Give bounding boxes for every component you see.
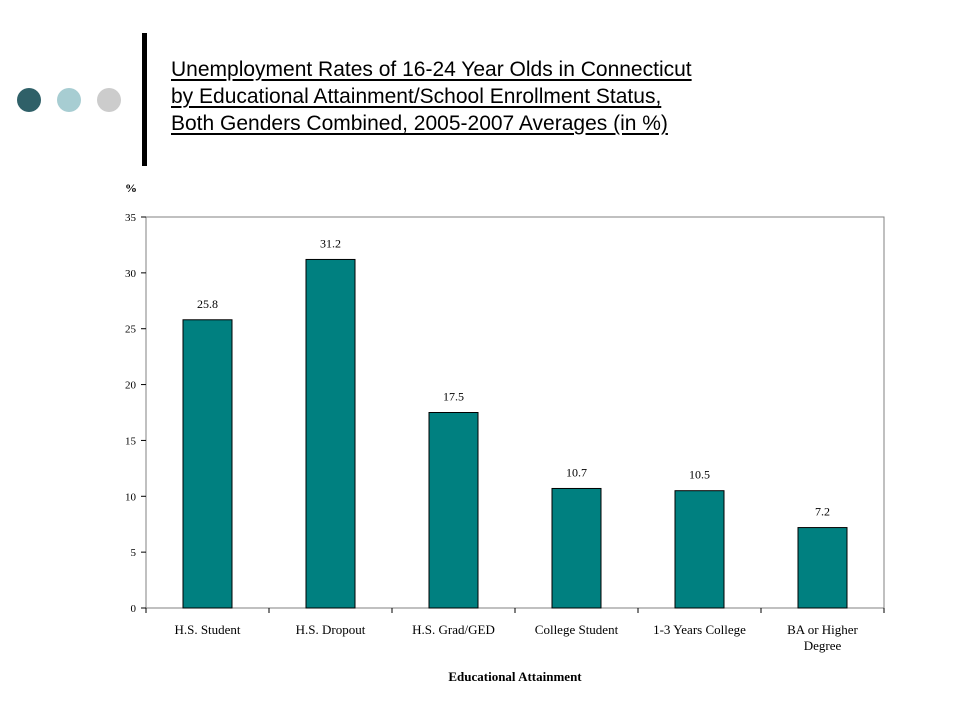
decor-dot-dark: [17, 88, 41, 112]
x-category-label: 1-3 Years College: [653, 622, 746, 637]
x-category-label: H.S. Dropout: [296, 622, 366, 637]
y-tick-label: 5: [131, 547, 137, 559]
y-tick-label: 20: [125, 380, 137, 392]
slide-title: Unemployment Rates of 16-24 Year Olds in…: [171, 56, 931, 137]
title-line-2: by Educational Attainment/School Enrollm…: [171, 85, 662, 108]
bar: [797, 527, 848, 609]
bar-value-label: 25.8: [197, 297, 218, 311]
bar: [428, 412, 479, 609]
bar-value-label: 10.5: [689, 468, 710, 482]
title-accent-bar: [142, 33, 147, 166]
bar: [674, 490, 725, 609]
y-tick-label: 30: [125, 268, 137, 280]
bar: [551, 487, 602, 609]
title-line-1: Unemployment Rates of 16-24 Year Olds in…: [171, 58, 692, 81]
bar-value-label: 7.2: [815, 505, 830, 519]
y-tick-label: 0: [131, 603, 137, 615]
y-tick-label: 10: [125, 491, 137, 503]
bar-value-label: 31.2: [320, 236, 341, 250]
x-category-label: H.S. Student: [174, 622, 240, 637]
x-axis-label: Educational Attainment: [448, 669, 582, 684]
bar-value-label: 17.5: [443, 390, 464, 404]
y-tick-label: 25: [125, 324, 137, 336]
y-tick-label: 35: [125, 212, 137, 224]
decor-dot-gray: [97, 88, 121, 112]
x-category-label: College Student: [535, 622, 619, 637]
x-category-label: H.S. Grad/GED: [412, 622, 495, 637]
title-line-3: Both Genders Combined, 2005-2007 Average…: [171, 112, 668, 135]
y-axis-label: %: [125, 181, 137, 195]
y-tick-label: 15: [125, 435, 137, 447]
bar-value-label: 10.7: [566, 465, 587, 479]
bar: [182, 319, 233, 609]
x-category-label: BA or Higher: [787, 622, 858, 637]
decor-dot-light: [57, 88, 81, 112]
bar: [305, 258, 356, 609]
x-category-label: Degree: [804, 638, 842, 653]
plot-area: [145, 216, 885, 609]
